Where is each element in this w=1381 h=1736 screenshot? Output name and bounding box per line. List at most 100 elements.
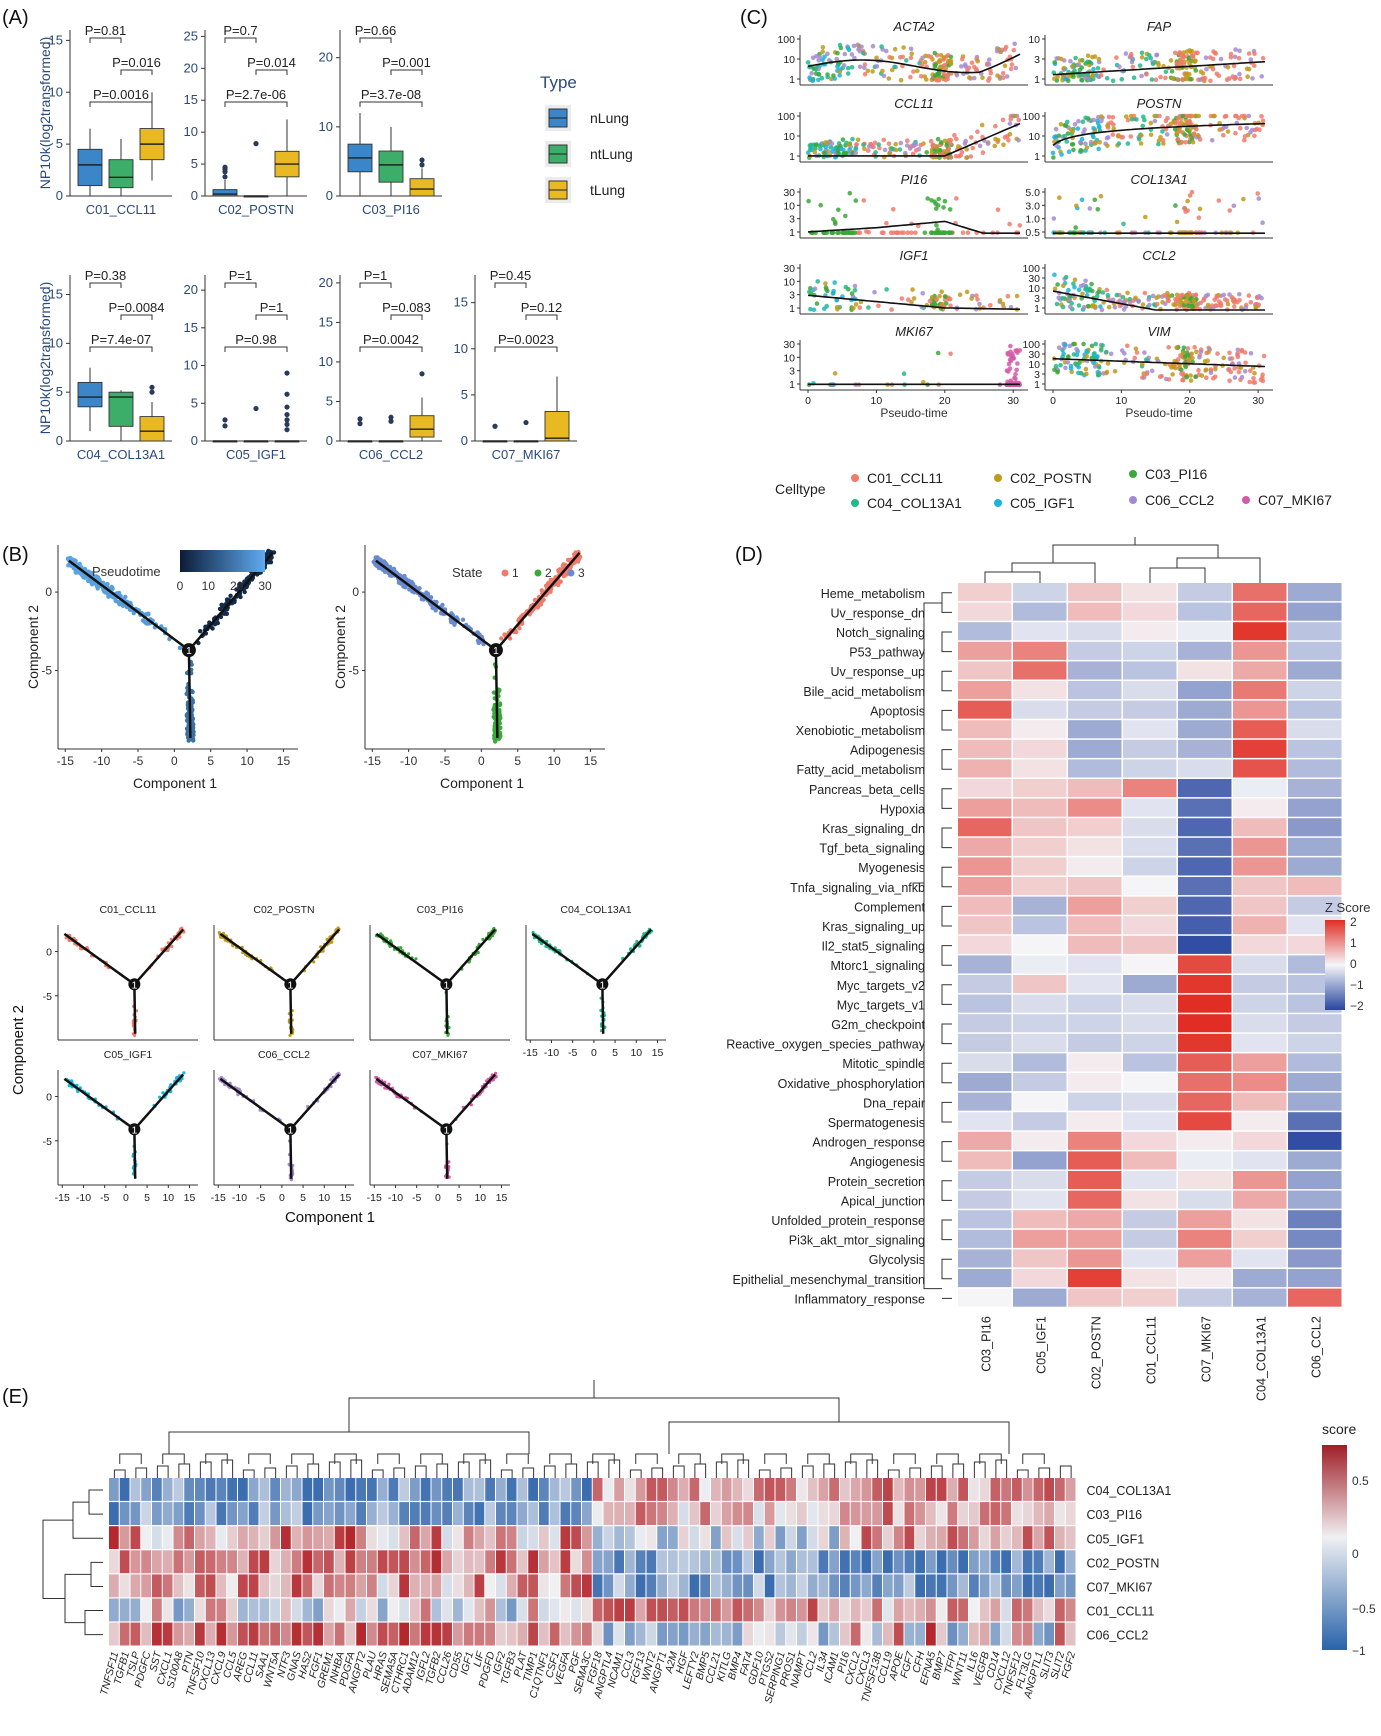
cell-point — [1215, 351, 1220, 356]
cell-point — [1055, 282, 1060, 287]
heatmap-cell — [356, 1478, 366, 1501]
legend-title: Pseudotime — [92, 564, 161, 579]
heatmap-cell — [678, 1478, 689, 1501]
y-tick-label: 0 — [461, 433, 468, 448]
pathway-label: Complement — [854, 900, 925, 914]
heatmap-cell — [528, 1574, 538, 1598]
cell-point — [861, 198, 867, 203]
cell-point — [1139, 133, 1144, 138]
legend-tick: −1 — [1350, 978, 1364, 992]
heatmap-cell — [539, 1478, 549, 1501]
heatmap-cell — [496, 1574, 506, 1598]
heatmap-cell — [1178, 1190, 1232, 1209]
heatmap-cell — [227, 1598, 237, 1622]
heatmap-cell — [506, 1502, 517, 1525]
p-bracket — [89, 282, 122, 288]
cell-point — [1008, 343, 1013, 349]
box-nLung — [77, 148, 103, 187]
x-tick-label: 10 — [318, 1192, 330, 1204]
pathway-label: Xenobiotic_metabolism — [796, 724, 925, 738]
cell-point — [968, 154, 974, 159]
heatmap-cell — [1178, 1073, 1232, 1092]
heatmap-cell — [248, 1622, 259, 1646]
cell-point — [191, 738, 196, 743]
heatmap-cell — [238, 1550, 248, 1574]
heatmap-cell — [420, 1550, 431, 1574]
cell-point — [1000, 117, 1006, 123]
heatmap-cell — [184, 1622, 194, 1646]
heatmap-cell — [958, 955, 1012, 974]
heatmap-cell — [958, 583, 1012, 602]
cell-point — [1110, 78, 1116, 84]
cell-point — [886, 76, 892, 81]
cell-point — [835, 307, 840, 312]
heatmap-cell — [614, 1550, 624, 1574]
pathway-label: Bile_acid_metabolism — [803, 685, 925, 699]
pathway-label: Spermatogenesis — [828, 1116, 925, 1130]
y-tick-label: 5 — [191, 156, 198, 171]
cell-point — [1227, 350, 1232, 356]
heatmap-cell — [1123, 759, 1177, 778]
gene-title: MKI67 — [895, 324, 933, 339]
cell-point — [995, 137, 1001, 143]
panel-e-ligand-heatmap: TNFSF11TGFB1TSLPPDGFCSSTCXCL1S100A8PTNTN… — [42, 1380, 1376, 1705]
heatmap-cell — [1123, 877, 1177, 896]
heatmap-cell — [205, 1550, 216, 1574]
cell-point — [1172, 127, 1178, 132]
heatmap-cell — [141, 1502, 151, 1525]
heatmap-cell — [474, 1622, 485, 1646]
heatmap-cell — [1068, 1210, 1122, 1229]
cell-point — [1223, 113, 1229, 119]
p-bracket — [224, 37, 257, 43]
y-tick-label: -5 — [348, 664, 359, 678]
cell-point — [1067, 343, 1073, 349]
heatmap-cell — [420, 1574, 431, 1598]
cell-point — [1094, 294, 1100, 299]
cell-point — [1005, 350, 1010, 356]
cell-point — [1239, 348, 1244, 354]
heatmap-cell — [689, 1526, 700, 1550]
cell-point — [1185, 71, 1190, 76]
panel-label-a: (A) — [2, 7, 29, 29]
heatmap-cell — [248, 1502, 259, 1525]
panel-label-c: (C) — [740, 7, 768, 29]
heatmap-cell — [517, 1574, 528, 1598]
box-tLung — [409, 415, 435, 438]
heatmap-cell — [539, 1598, 549, 1622]
y-tick-label: 0 — [352, 585, 359, 599]
cell-point — [1260, 372, 1265, 378]
outlier-point — [388, 418, 394, 424]
cell-point — [1110, 132, 1116, 137]
heatmap-cell — [463, 1478, 474, 1501]
heatmap-cell — [324, 1574, 334, 1598]
cell-point — [1150, 293, 1156, 299]
cell-point — [1056, 295, 1061, 301]
cell-point — [1012, 41, 1017, 47]
cell-point — [933, 201, 938, 206]
heatmap-cell — [463, 1598, 474, 1622]
cell-point — [1101, 371, 1106, 376]
cell-point — [831, 73, 836, 78]
cell-point — [1193, 58, 1198, 64]
y-tick-label: 25 — [184, 28, 198, 43]
heatmap-cell — [1233, 700, 1287, 719]
cell-point — [1236, 361, 1242, 366]
heatmap-cell — [958, 896, 1012, 915]
heatmap-cell — [517, 1478, 528, 1501]
heatmap-cell — [1288, 779, 1342, 798]
p-bracket — [120, 314, 153, 320]
cell-point — [811, 307, 817, 313]
p-bracket — [359, 101, 423, 107]
pathway-label: Androgen_response — [812, 1136, 925, 1150]
cell-point — [1185, 346, 1191, 351]
heatmap-cell — [1233, 1190, 1287, 1209]
heatmap-cell — [388, 1622, 399, 1646]
branch-node-label: 1 — [493, 645, 499, 657]
y-tick-label: 10 — [783, 54, 795, 66]
cell-point — [1235, 354, 1241, 360]
heatmap-cell — [248, 1526, 259, 1550]
heatmap-cell — [1123, 1131, 1177, 1150]
heatmap-cell — [270, 1550, 280, 1574]
y-tick-label: -5 — [43, 1136, 52, 1148]
legend-label: C06_CCL2 — [1145, 492, 1214, 508]
